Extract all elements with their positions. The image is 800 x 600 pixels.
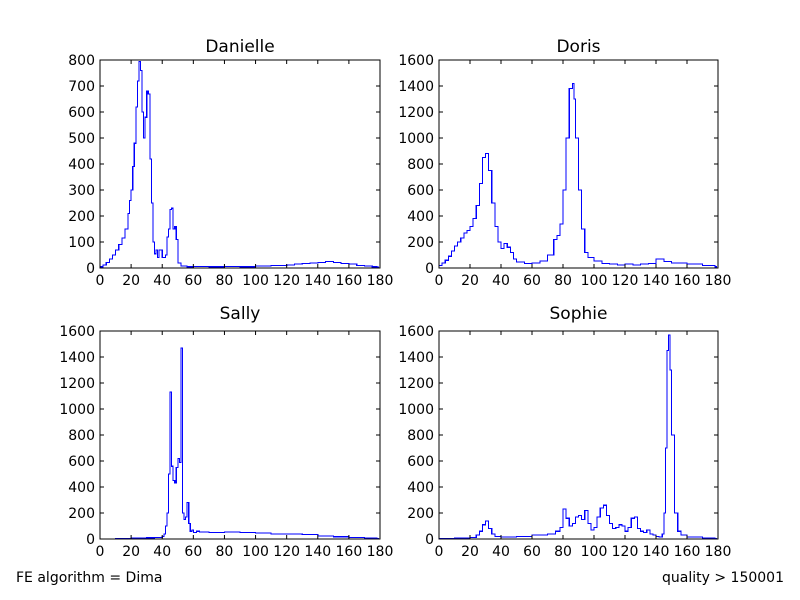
y-tick-label: 500 [68, 131, 95, 147]
footer-quality-label: quality > 150001 [662, 570, 784, 586]
x-tick-label: 80 [216, 273, 234, 289]
x-tick-label: 100 [581, 544, 608, 560]
x-tick-label: 120 [612, 544, 639, 560]
x-tick-label: 20 [461, 273, 479, 289]
y-tick-label: 400 [68, 480, 95, 496]
subplot-title: Danielle [205, 37, 274, 57]
y-tick-label: 800 [68, 428, 95, 444]
y-tick-label: 1000 [59, 402, 95, 418]
histogram-series [438, 82, 718, 268]
y-tick-label: 1000 [398, 402, 434, 418]
x-tick-label: 180 [705, 544, 732, 560]
y-tick-label: 200 [407, 506, 434, 522]
x-tick-label: 120 [273, 544, 300, 560]
y-tick-label: 1400 [59, 350, 95, 366]
y-tick-label: 0 [86, 261, 95, 277]
x-tick-label: 140 [304, 273, 331, 289]
x-tick-label: 160 [674, 273, 701, 289]
histogram-series [99, 60, 380, 268]
y-tick-label: 0 [86, 532, 95, 548]
y-tick-label: 400 [68, 157, 95, 173]
y-tick-label: 400 [407, 209, 434, 225]
y-tick-label: 1600 [398, 53, 434, 69]
subplot-sophie: Sophie 0 20 40 60 80 100 120 140 160 180 0 200 400 60… [398, 304, 731, 560]
x-tick-label: 0 [96, 544, 105, 560]
x-tick-label: 180 [367, 273, 394, 289]
x-tick-label: 140 [643, 273, 670, 289]
x-tick-label: 80 [554, 273, 572, 289]
x-tick-label: 140 [643, 544, 670, 560]
x-tick-label: 20 [461, 544, 479, 560]
x-tick-label: 180 [367, 544, 394, 560]
x-tick-label: 20 [122, 544, 140, 560]
subplot-title: Sally [220, 304, 261, 324]
subplot-danielle: Danielle 0 20 40 60 80 100 120 140 160 1800100200… [68, 37, 393, 289]
y-tick-label: 600 [407, 454, 434, 470]
subplot-sally: Sally 0 20 40 60 80 100 120 140 160 180 0 200 400 600… [59, 304, 393, 560]
y-tick-label: 200 [68, 506, 95, 522]
x-tick-label: 120 [273, 273, 300, 289]
y-tick-label: 300 [68, 183, 95, 199]
x-tick-label: 120 [612, 273, 639, 289]
x-tick-label: 40 [492, 544, 510, 560]
y-tick-label: 700 [68, 79, 95, 95]
x-tick-label: 20 [122, 273, 140, 289]
y-tick-label: 1400 [398, 79, 434, 95]
axes-frame [99, 330, 381, 540]
y-tick-label: 0 [425, 532, 434, 548]
y-tick-label: 1400 [398, 350, 434, 366]
x-tick-label: 40 [492, 273, 510, 289]
y-tick-label: 0 [425, 261, 434, 277]
y-tick-label: 400 [407, 480, 434, 496]
x-tick-label: 60 [184, 273, 202, 289]
x-tick-label: 140 [304, 544, 331, 560]
x-tick-label: 100 [242, 544, 269, 560]
x-tick-label: 60 [184, 544, 202, 560]
footer-algorithm-label: FE algorithm = Dima [16, 570, 163, 586]
x-tick-label: 0 [435, 273, 444, 289]
histogram-series [438, 334, 718, 540]
x-tick-label: 80 [554, 544, 572, 560]
y-tick-label: 1600 [398, 324, 434, 340]
x-tick-label: 100 [581, 273, 608, 289]
x-tick-label: 160 [336, 273, 363, 289]
x-tick-label: 60 [523, 273, 541, 289]
x-tick-label: 80 [216, 544, 234, 560]
y-tick-label: 600 [68, 105, 95, 121]
x-tick-label: 100 [242, 273, 269, 289]
y-tick-label: 200 [407, 235, 434, 251]
y-tick-label: 1200 [398, 105, 434, 121]
x-tick-label: 0 [435, 544, 444, 560]
y-tick-label: 1600 [59, 324, 95, 340]
x-tick-label: 0 [96, 273, 105, 289]
y-tick-label: 800 [407, 157, 434, 173]
axes-frame [438, 330, 719, 540]
x-tick-label: 40 [153, 273, 171, 289]
y-tick-label: 1200 [59, 376, 95, 392]
y-tick-label: 200 [68, 209, 95, 225]
x-tick-label: 180 [705, 273, 732, 289]
subplot-title: Sophie [550, 304, 608, 324]
subplot-doris: Doris 0 20 40 60 80 100 120 140 160 180 0 200 400 600… [398, 37, 731, 289]
y-tick-label: 800 [407, 428, 434, 444]
x-tick-label: 60 [523, 544, 541, 560]
x-tick-label: 160 [674, 544, 701, 560]
y-tick-label: 1200 [398, 376, 434, 392]
y-tick-label: 800 [68, 53, 95, 69]
y-tick-label: 100 [68, 235, 95, 251]
subplot-title: Doris [556, 37, 600, 57]
y-tick-label: 600 [68, 454, 95, 470]
x-tick-label: 40 [153, 544, 171, 560]
y-tick-label: 600 [407, 183, 434, 199]
x-tick-label: 160 [336, 544, 363, 560]
histogram-series [100, 347, 380, 540]
y-tick-label: 1000 [398, 131, 434, 147]
